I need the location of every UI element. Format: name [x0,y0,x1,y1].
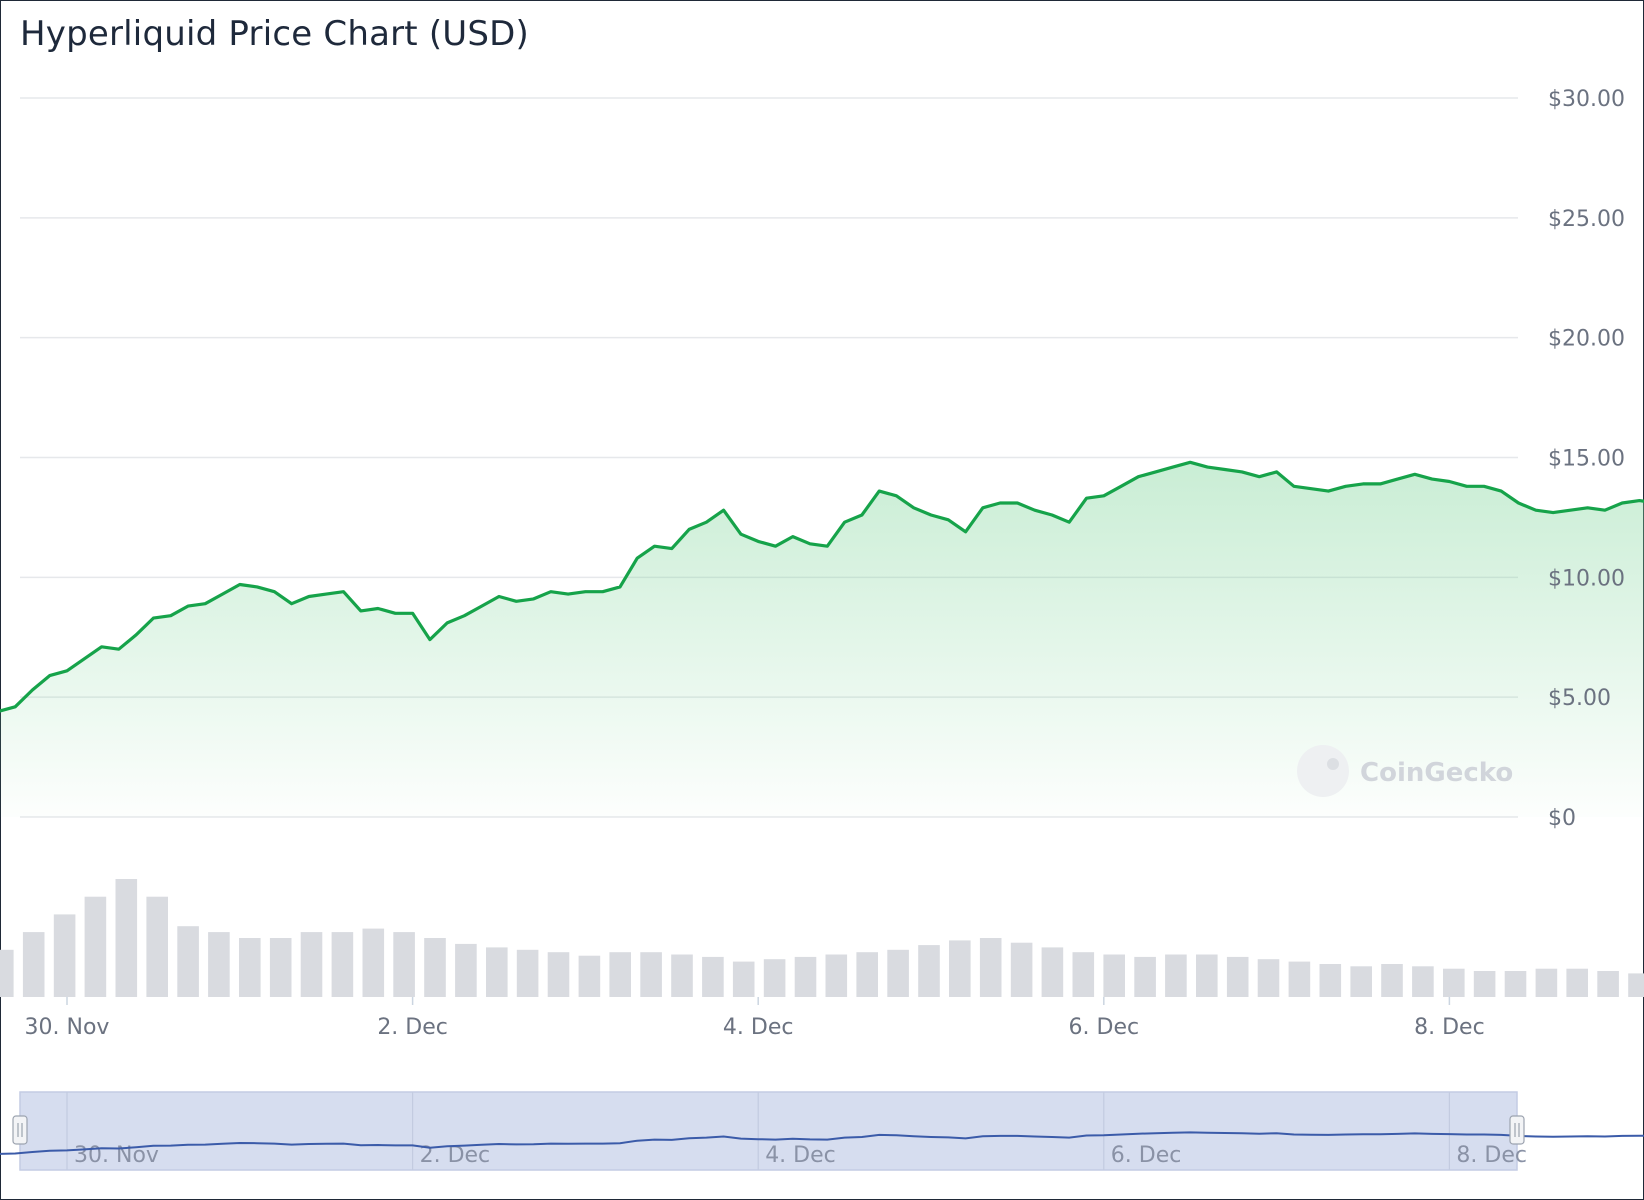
volume-bar [1288,961,1311,997]
volume-bar [609,952,631,997]
volume-bar [1412,966,1434,997]
volume-bar [455,943,477,997]
x-tick-label: 4. Dec [723,1015,794,1040]
volume-bar [1196,954,1218,997]
volume-bar [300,932,323,997]
coingecko-eye-icon [1327,758,1339,770]
volume-bar [1319,964,1342,997]
volume-bar [1504,971,1527,997]
volume-bar [887,949,909,997]
volume-bar [53,914,76,997]
volume-bar [146,896,168,997]
volume-bar [424,938,446,997]
volume-bar [979,938,1002,997]
volume-bar [115,879,138,997]
navigator-window[interactable] [19,1091,1518,1171]
volume-bar [1535,968,1558,997]
volume-bar [1473,971,1496,997]
volume-bar [208,932,230,997]
volume-bar [547,952,570,997]
volume-bar [763,959,786,997]
price-area [0,462,1644,817]
volume-bar [640,952,662,997]
volume-bar [949,940,971,997]
volume-bar [486,947,508,997]
volume-bar [84,896,107,997]
volume-bar [269,938,292,997]
volume-bar [362,928,385,997]
volume-bar [1628,973,1644,997]
volume-bar [1010,942,1033,997]
volume-bar [516,949,539,997]
volume-bar [702,956,724,997]
volume-bar [1443,968,1465,997]
volume-bar [671,954,693,997]
volume-bar [794,956,817,997]
volume-bar [1350,966,1372,997]
x-tick-label: 6. Dec [1069,1015,1140,1040]
coingecko-logo-icon [1297,745,1349,797]
handle-grip-icon[interactable] [12,1115,28,1145]
navigator-tick-label: 4. Dec [765,1143,836,1168]
y-tick-label: $25.00 [1548,207,1625,232]
volume-bar [732,961,755,997]
volume-bar [825,954,848,997]
volume-bar [1566,968,1588,997]
navigator-right-handle[interactable] [1509,1115,1525,1145]
volume-bar [578,955,601,997]
volume-bar [177,926,199,997]
navigator-tick-label: 6. Dec [1111,1143,1182,1168]
handle-grip-icon[interactable] [1509,1115,1525,1145]
price-line[interactable] [0,172,1644,726]
coingecko-watermark: CoinGecko [1360,758,1513,788]
y-tick-label: $30.00 [1548,87,1625,112]
y-tick-label: $20.00 [1548,327,1625,352]
volume-bar [918,945,940,997]
volume-bar [1257,959,1280,997]
volume-bar [1103,954,1125,997]
volume-bar [239,938,261,997]
x-tick-label: 8. Dec [1414,1015,1485,1040]
y-tick-label: $0 [1548,806,1576,831]
navigator-tick-label: 8. Dec [1456,1143,1527,1168]
volume-bar [331,932,354,997]
volume-bar [1041,947,1064,997]
volume-bar [1165,954,1187,997]
volume-bar [856,952,878,997]
volume-bar [1226,956,1249,997]
volume-bar [1134,956,1156,997]
navigator-left-handle[interactable] [12,1115,28,1145]
volume-bar [1597,971,1619,997]
x-tick-label: 30. Nov [25,1015,110,1040]
volume-bar [0,949,14,997]
volume-bar [1381,964,1403,997]
volume-bar [1072,952,1095,997]
y-tick-label: $15.00 [1548,447,1625,472]
y-tick-label: $10.00 [1548,566,1625,591]
x-tick-label: 2. Dec [377,1015,448,1040]
navigator-line [0,1131,1644,1155]
y-tick-label: $5.00 [1548,686,1611,711]
volume-bar [22,932,45,997]
chart-title: Hyperliquid Price Chart (USD) [20,14,529,54]
volume-bar [393,932,415,997]
